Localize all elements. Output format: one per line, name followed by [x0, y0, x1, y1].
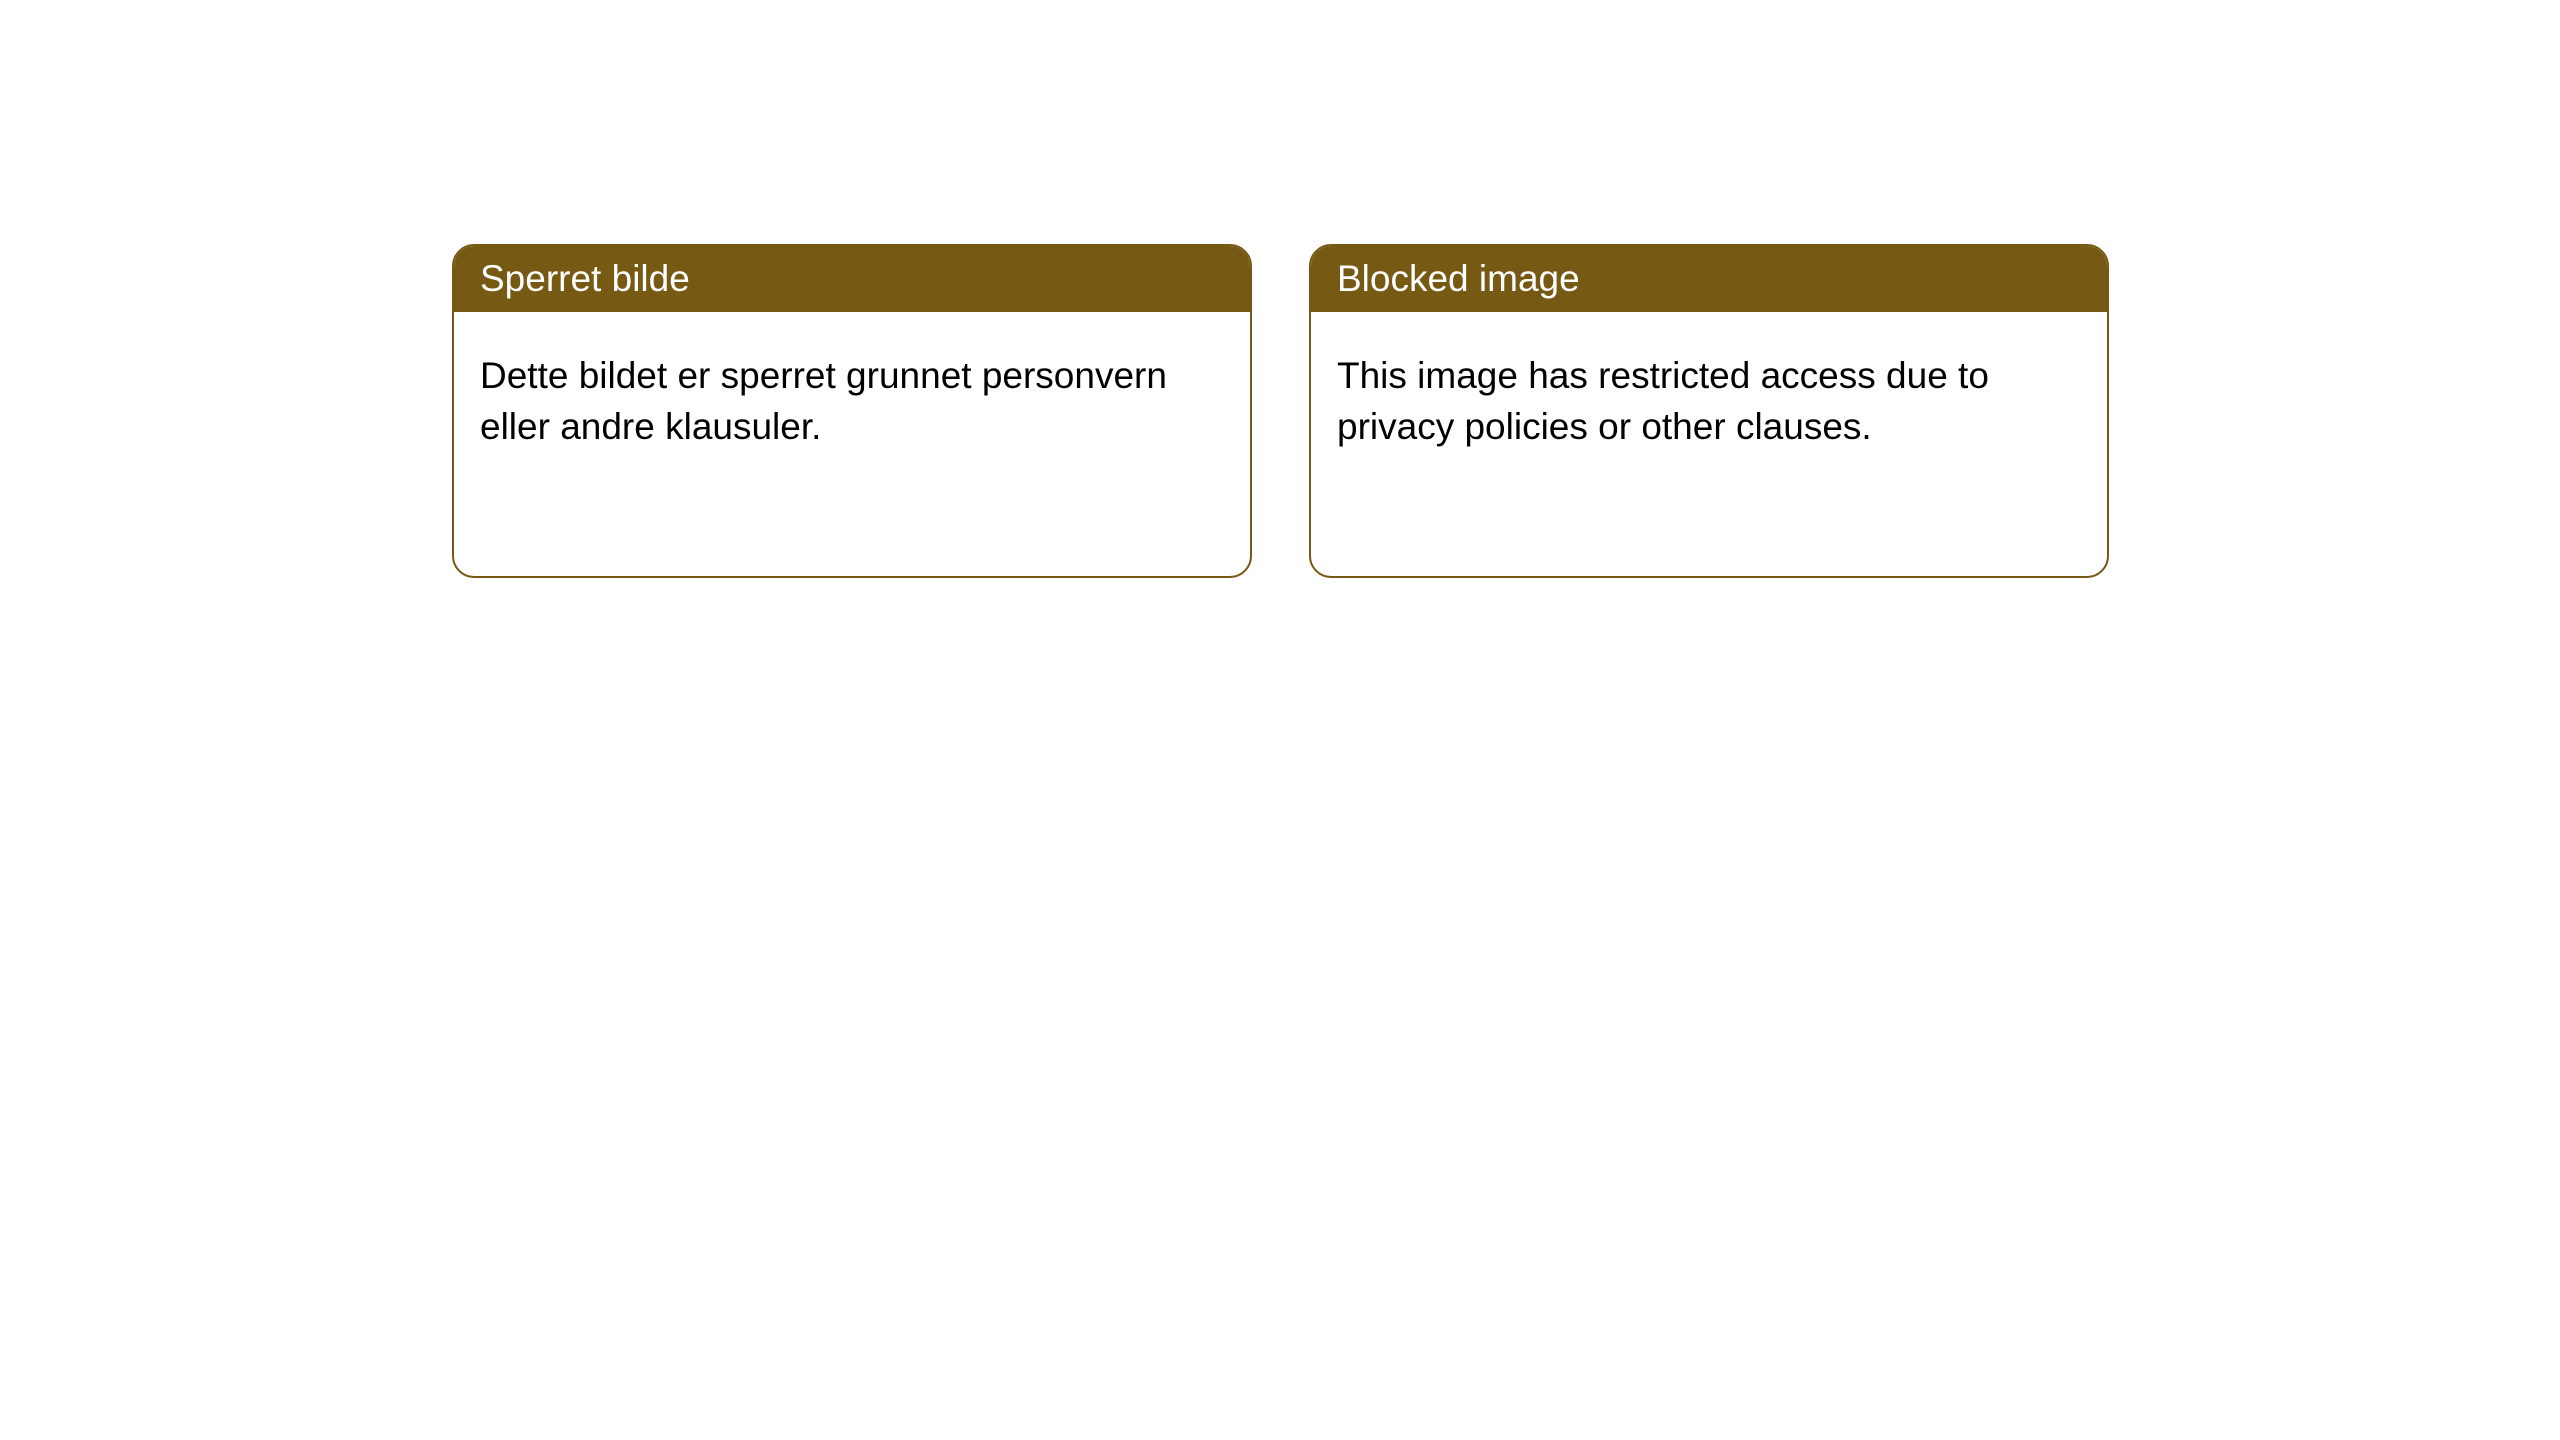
card-header-no: Sperret bilde [454, 246, 1250, 312]
card-header-en: Blocked image [1311, 246, 2107, 312]
card-body-text-no: Dette bildet er sperret grunnet personve… [480, 355, 1167, 447]
card-title-en: Blocked image [1337, 258, 1580, 299]
blocked-image-card-en: Blocked image This image has restricted … [1309, 244, 2109, 578]
card-body-no: Dette bildet er sperret grunnet personve… [454, 312, 1250, 490]
card-body-en: This image has restricted access due to … [1311, 312, 2107, 490]
card-body-text-en: This image has restricted access due to … [1337, 355, 1989, 447]
blocked-image-card-no: Sperret bilde Dette bildet er sperret gr… [452, 244, 1252, 578]
cards-container: Sperret bilde Dette bildet er sperret gr… [452, 244, 2109, 578]
card-title-no: Sperret bilde [480, 258, 690, 299]
